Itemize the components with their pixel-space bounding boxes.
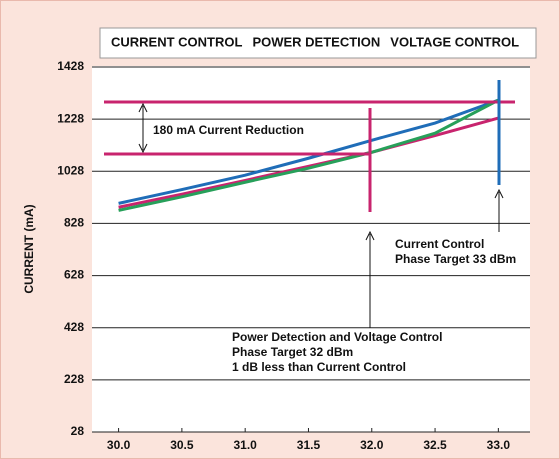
y-tick-label: 1028: [57, 163, 84, 177]
arrow-head: [138, 102, 148, 154]
x-tick-label: 32.5: [423, 438, 447, 452]
x-tick-label: 31.5: [297, 438, 321, 452]
arrow-head: [494, 188, 504, 199]
y-tick-label: 1428: [57, 59, 84, 73]
annotation: 180 mA Current Reduction: [153, 123, 304, 137]
annotation: 1 dB less than Current Control: [232, 360, 406, 374]
legend-entry: VOLTAGE CONTROL: [390, 34, 519, 49]
x-tick-label: 30.0: [107, 438, 131, 452]
y-tick-label: 428: [64, 320, 84, 334]
y-axis-label: CURRENT (mA): [22, 204, 36, 293]
y-tick-label: 28: [71, 424, 85, 438]
series-line: [118, 98, 500, 212]
legend-entry: POWER DETECTION: [252, 34, 380, 49]
x-tick-label: 31.0: [233, 438, 257, 452]
plot-area: [92, 66, 530, 432]
annotation: Power Detection and Voltage Control: [232, 330, 442, 344]
series-line: [118, 98, 499, 205]
x-tick-label: 33.0: [487, 438, 511, 452]
legend-entry: CURRENT CONTROL: [111, 34, 242, 49]
y-tick-label: 828: [64, 216, 84, 230]
arrow-head: [365, 230, 375, 241]
annotation: Phase Target 32 dBm: [232, 345, 353, 359]
x-tick-label: 30.5: [170, 438, 194, 452]
series-line: [118, 116, 499, 209]
x-tick-label: 32.0: [360, 438, 384, 452]
y-tick-label: 1228: [57, 111, 84, 125]
y-tick-label: 228: [64, 372, 84, 386]
annotation: Phase Target 33 dBm: [395, 252, 516, 266]
annotation-shapes: [104, 80, 515, 328]
y-tick-label: 628: [64, 268, 84, 282]
legend: [99, 27, 537, 59]
annotation: Current Control: [395, 237, 484, 251]
